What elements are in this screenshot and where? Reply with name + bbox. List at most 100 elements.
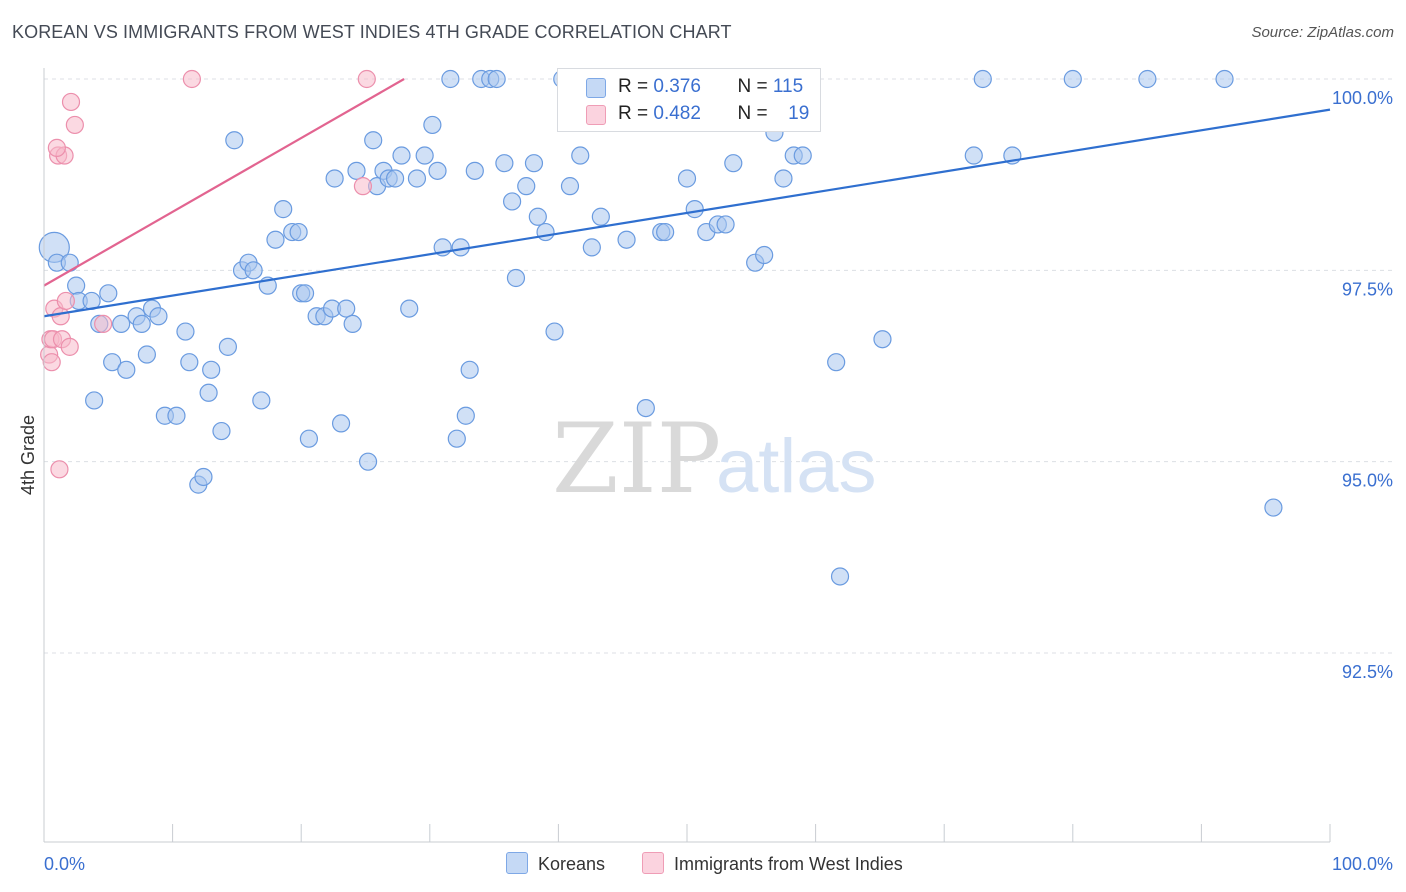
korean-point [1264,498,1283,517]
korean-point [274,200,293,219]
korean-point [528,207,547,226]
r-value: 0.482 [653,103,701,124]
korean-point [112,314,131,334]
west-indies-trend-line [43,78,405,287]
korean-point [252,391,271,410]
korean-point [385,169,405,188]
r-label: R = [618,103,649,124]
korean-point [1138,69,1157,89]
korean-point [337,299,356,318]
west-indies-point [182,69,201,89]
korean-point [67,276,86,295]
west-indies-point [353,177,373,196]
west-indies-point [42,353,61,372]
korean-point [289,222,308,242]
stats-legend: R = 0.376 N = 115 R = 0.482 N = 19 [557,68,821,132]
korean-point [545,322,564,341]
korean-point [266,230,285,249]
korean-point [132,314,151,334]
korean-point [656,222,675,242]
korean-point [167,406,186,425]
korean-point [506,268,526,288]
n-value: 19 [788,103,810,124]
korean-point [973,69,992,89]
n-value: 115 [772,76,804,97]
korean-point [325,169,344,188]
west-indies-point [60,337,79,356]
west-indies-point [56,291,75,311]
korean-point [755,245,774,265]
legend-swatch-koreans [586,78,606,98]
korean-point [225,131,244,150]
korean-point [827,353,846,372]
korean-point [299,429,319,448]
korean-point [582,238,601,257]
chart-title: KOREAN VS IMMIGRANTS FROM WEST INDIES 4T… [12,22,732,42]
korean-point [199,383,218,402]
korean-point [407,169,427,188]
korean-point [1063,69,1082,89]
korean-point [774,169,793,188]
west-indies-point [94,314,113,334]
korean-point [117,360,136,379]
korean-point [964,146,983,165]
korean-point [456,406,475,425]
west-indies-point [51,307,70,326]
korean-point [873,330,892,349]
korean-point [560,177,580,196]
x-tick-label-max: 100.0% [1332,854,1393,874]
korean-point [347,161,366,180]
bottom-legend-swatch [506,852,528,874]
korean-point [830,567,850,586]
korean-point [176,322,195,341]
west-indies-point [357,69,376,89]
y-tick-label: 95.0% [1342,471,1393,491]
korean-point [415,146,434,165]
bottom-legend-swatch [642,852,664,874]
korean-point [244,261,263,280]
korean-point [716,215,735,234]
watermark-atlas: atlas [716,424,877,509]
korean-point [487,69,506,89]
korean-point [617,230,636,249]
y-tick-label: 92.5% [1342,662,1393,682]
korean-point [495,154,514,173]
korean-point [343,314,362,334]
source-label: Source: ZipAtlas.com [1251,24,1394,41]
y-tick-label: 97.5% [1342,279,1393,299]
r-label: R = [618,76,649,97]
west-indies-point [61,92,81,112]
y-tick-label: 100.0% [1332,88,1393,108]
legend-row-west-indies: R = 0.482 N = 19 [618,103,809,127]
korean-point [103,353,122,372]
korean-point [447,429,466,448]
korean-point [364,131,383,150]
n-label: N = [737,76,768,97]
korean-point [1215,69,1234,89]
korean-point [724,154,743,173]
korean-point [295,284,315,303]
west-indies-point [50,460,69,479]
korean-point [358,452,378,471]
bottom-legend-west-indies: Immigrants from West Indies [642,852,903,875]
korean-point [85,391,104,410]
n-label: N = [737,103,768,124]
korean-point [460,360,479,379]
korean-point [636,398,655,418]
korean-point [331,414,351,433]
korean-point [591,207,610,226]
legend-row-koreans: R = 0.376 N = 115 [618,76,803,100]
korean-point [536,222,555,242]
watermark-zip: ZIP [552,403,721,515]
west-indies-point [47,138,66,157]
legend-swatch-west-indies [586,105,606,125]
korean-point [137,345,156,364]
korean-point [99,284,118,303]
korean-point [180,353,199,372]
korean-point [400,299,419,318]
korean-point [441,69,460,89]
korean-point [465,161,484,180]
korean-point [212,421,231,441]
x-tick-label-min: 0.0% [44,854,85,874]
